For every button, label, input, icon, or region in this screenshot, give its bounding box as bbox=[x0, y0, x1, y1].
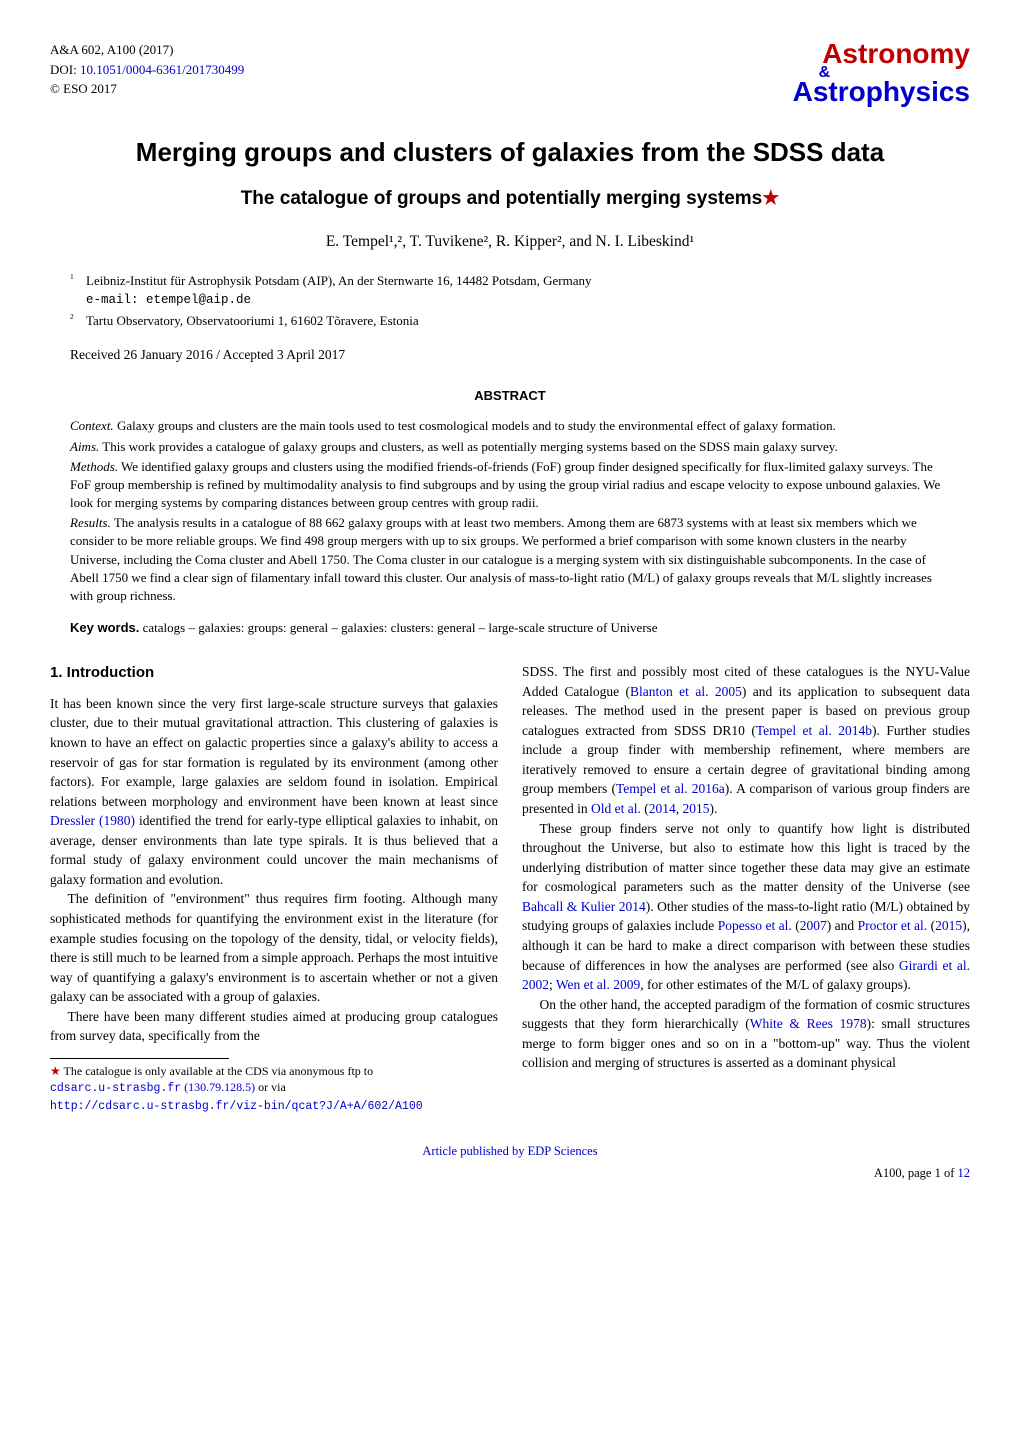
context-text: Galaxy groups and clusters are the main … bbox=[114, 418, 836, 433]
para-4: These group finders serve not only to qu… bbox=[522, 819, 970, 995]
journal-info: A&A 602, A100 (2017) DOI: 10.1051/0004-6… bbox=[50, 40, 244, 99]
logo-astronomy: Astronomy bbox=[822, 38, 970, 69]
dates: Received 26 January 2016 / Accepted 3 Ap… bbox=[70, 345, 950, 365]
footnote-via: or via bbox=[255, 1080, 286, 1094]
footer-publisher-link[interactable]: Article published by EDP Sciences bbox=[50, 1142, 970, 1160]
footnote-link-2[interactable]: http://cdsarc.u-strasbg.fr/viz-bin/qcat?… bbox=[50, 1100, 423, 1113]
cite-old-2015[interactable]: 2015 bbox=[682, 801, 709, 816]
results-text: The analysis results in a catalogue of 8… bbox=[70, 515, 932, 603]
cite-popesso-year[interactable]: 2007 bbox=[800, 918, 827, 933]
logo-astrophysics: Astrophysics bbox=[793, 76, 970, 107]
keywords: Key words. catalogs – galaxies: groups: … bbox=[70, 619, 950, 638]
paper-title: Merging groups and clusters of galaxies … bbox=[50, 134, 970, 172]
para-2: The definition of "environment" thus req… bbox=[50, 889, 498, 1006]
cite-blanton[interactable]: Blanton et al. 2005 bbox=[630, 684, 742, 699]
subtitle-text: The catalogue of groups and potentially … bbox=[241, 188, 763, 209]
email-line: e-mail: etempel@aip.de bbox=[86, 291, 950, 310]
journal-ref: A&A 602, A100 (2017) bbox=[50, 40, 244, 60]
context-label: Context. bbox=[70, 418, 114, 433]
paper-subtitle: The catalogue of groups and potentially … bbox=[50, 185, 970, 213]
keywords-label: Key words. bbox=[70, 620, 139, 635]
para-1: It has been known since the very first l… bbox=[50, 694, 498, 890]
affil-num-2: 2 bbox=[70, 312, 74, 321]
affil-text-2: Tartu Observatory, Observatooriumi 1, 61… bbox=[86, 311, 419, 331]
affiliation-2: 2 Tartu Observatory, Observatooriumi 1, … bbox=[70, 311, 950, 331]
para-3a: There have been many different studies a… bbox=[50, 1007, 498, 1046]
cite-white-rees[interactable]: White & Rees 1978 bbox=[750, 1016, 867, 1031]
cite-old[interactable]: Old et al. bbox=[591, 801, 641, 816]
cite-bahcall[interactable]: Bahcall & Kulier 2014 bbox=[522, 899, 646, 914]
cite-tempel-2016a[interactable]: Tempel et al. 2016a bbox=[616, 781, 725, 796]
aims-text: This work provides a catalogue of galaxy… bbox=[99, 439, 837, 454]
cite-proctor-year[interactable]: 2015 bbox=[935, 918, 962, 933]
email-label: e-mail: bbox=[86, 293, 146, 307]
abstract-body: Context. Galaxy groups and clusters are … bbox=[70, 417, 950, 605]
cite-old-2014[interactable]: 2014 bbox=[649, 801, 676, 816]
doi-link[interactable]: 10.1051/0004-6361/201730499 bbox=[80, 62, 244, 77]
affil-text-1: Leibniz-Institut für Astrophysik Potsdam… bbox=[86, 271, 592, 291]
methods-label: Methods. bbox=[70, 459, 118, 474]
body-columns: 1. Introduction It has been known since … bbox=[50, 662, 970, 1114]
aims-label: Aims. bbox=[70, 439, 99, 454]
page-number: A100, page 1 of 12 bbox=[50, 1164, 970, 1182]
section-1-heading: 1. Introduction bbox=[50, 662, 498, 684]
affiliations: 1 Leibniz-Institut für Astrophysik Potsd… bbox=[70, 271, 950, 331]
footnote: ★ The catalogue is only available at the… bbox=[50, 1063, 498, 1114]
cite-tempel-2014b[interactable]: Tempel et al. 2014b bbox=[756, 723, 872, 738]
journal-logo: Astronomy & Astrophysics bbox=[793, 40, 970, 106]
cite-popesso[interactable]: Popesso et al. bbox=[718, 918, 792, 933]
cite-proctor[interactable]: Proctor et al. bbox=[858, 918, 928, 933]
footnote-text: The catalogue is only available at the C… bbox=[61, 1064, 373, 1078]
methods-text: We identified galaxy groups and clusters… bbox=[70, 459, 940, 510]
cite-dressler-year[interactable]: (1980) bbox=[95, 813, 135, 828]
cite-dressler[interactable]: Dressler bbox=[50, 813, 95, 828]
footnote-star: ★ bbox=[50, 1064, 61, 1078]
para-3b: SDSS. The first and possibly most cited … bbox=[522, 662, 970, 819]
abstract-heading: ABSTRACT bbox=[50, 387, 970, 406]
header-row: A&A 602, A100 (2017) DOI: 10.1051/0004-6… bbox=[50, 40, 970, 106]
copyright: © ESO 2017 bbox=[50, 79, 244, 99]
affil-num-1: 1 bbox=[70, 272, 74, 281]
authors: E. Tempel¹,², T. Tuvikene², R. Kipper², … bbox=[50, 231, 970, 253]
para-5: On the other hand, the accepted paradigm… bbox=[522, 995, 970, 1073]
cite-wen[interactable]: Wen et al. 2009 bbox=[556, 977, 640, 992]
footnote-link-1[interactable]: cdsarc.u-strasbg.fr bbox=[50, 1082, 181, 1095]
affiliation-1: 1 Leibniz-Institut für Astrophysik Potsd… bbox=[70, 271, 950, 291]
email-address: etempel@aip.de bbox=[146, 293, 251, 307]
keywords-text: catalogs – galaxies: groups: general – g… bbox=[139, 620, 657, 635]
footnote-rule bbox=[50, 1058, 229, 1059]
doi-label: DOI: bbox=[50, 62, 80, 77]
footnote-ip: (130.79.128.5) bbox=[181, 1080, 255, 1094]
page-total-link[interactable]: 12 bbox=[958, 1166, 971, 1180]
results-label: Results. bbox=[70, 515, 111, 530]
doi-line: DOI: 10.1051/0004-6361/201730499 bbox=[50, 60, 244, 80]
subtitle-star: ★ bbox=[762, 188, 779, 209]
